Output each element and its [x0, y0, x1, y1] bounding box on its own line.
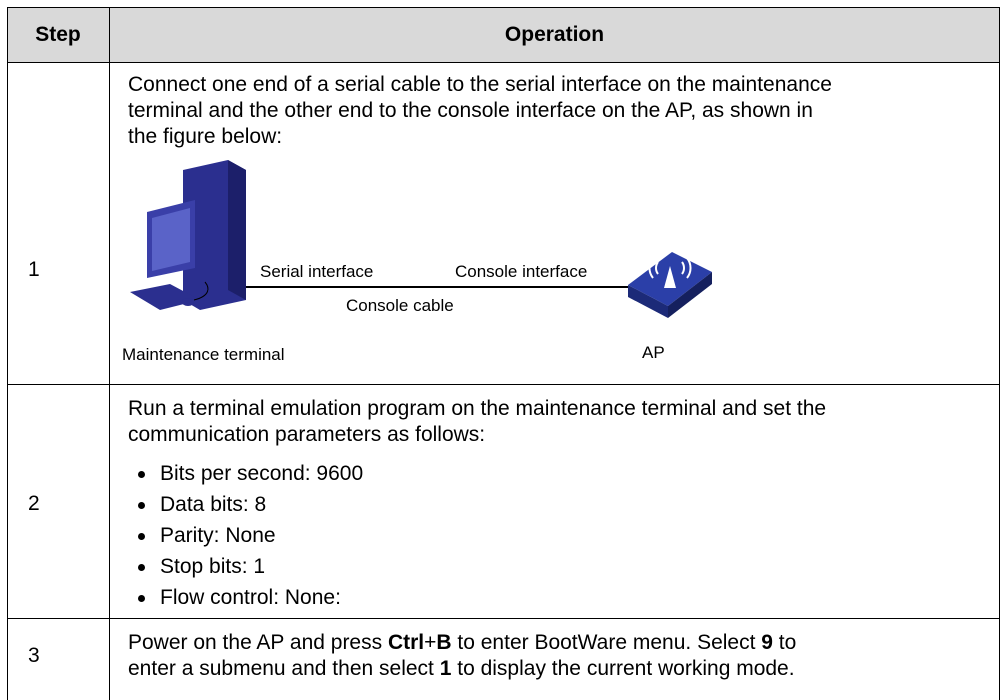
- paragraph-line: communication parameters as follows:: [128, 423, 486, 446]
- figure-label: Maintenance terminal: [122, 345, 285, 364]
- text-run: +: [424, 631, 437, 654]
- text-run: Power on the AP and press: [128, 631, 388, 654]
- paragraph-line: Connect one end of a serial cable to the…: [128, 73, 832, 96]
- figure-label: Console cable: [346, 296, 454, 315]
- text-run: B: [436, 631, 452, 654]
- table-cell: [7, 384, 110, 619]
- text-run: 1: [439, 657, 452, 680]
- figure-label: Serial interface: [260, 262, 374, 281]
- header-cell: Operation: [504, 23, 605, 46]
- text-run: 9: [761, 631, 773, 654]
- bullet-item: Bits per second: 9600: [160, 462, 364, 485]
- figure-label: Console interface: [455, 262, 588, 281]
- bullet-dot: [138, 502, 145, 509]
- paragraph-line: the figure below:: [128, 125, 283, 148]
- table-cell: [7, 618, 110, 700]
- step-number: 3: [28, 644, 40, 667]
- paragraph-line: terminal and the other end to the consol…: [128, 99, 813, 122]
- bullet-item: Flow control: None:: [160, 586, 341, 609]
- step-number: 1: [28, 258, 40, 281]
- table-cell: [109, 618, 1000, 700]
- bullet-item: Data bits: 8: [160, 493, 267, 516]
- paragraph-line: Run a terminal emulation program on the …: [128, 397, 827, 420]
- figure-label: AP: [642, 343, 665, 362]
- bullet-item: Parity: None: [160, 524, 276, 547]
- text-run: enter a submenu and then select: [128, 657, 440, 680]
- bullet-dot: [138, 595, 145, 602]
- text-run: to enter BootWare menu. Select: [451, 631, 762, 654]
- table-cell: [7, 62, 110, 385]
- text-run: to display the current working mode.: [451, 657, 795, 680]
- header-cell: Step: [35, 23, 81, 46]
- bullet-dot: [138, 564, 145, 571]
- step-number: 2: [28, 492, 40, 515]
- text-run: to: [772, 631, 797, 654]
- bullet-item: Stop bits: 1: [160, 555, 266, 578]
- paragraph-line: Power on the AP and press Ctrl+B to ente…: [128, 630, 796, 656]
- bullet-dot: [138, 533, 145, 540]
- text-run: Ctrl: [387, 631, 425, 654]
- paragraph-line: enter a submenu and then select 1 to dis…: [128, 656, 795, 682]
- bullet-dot: [138, 471, 145, 478]
